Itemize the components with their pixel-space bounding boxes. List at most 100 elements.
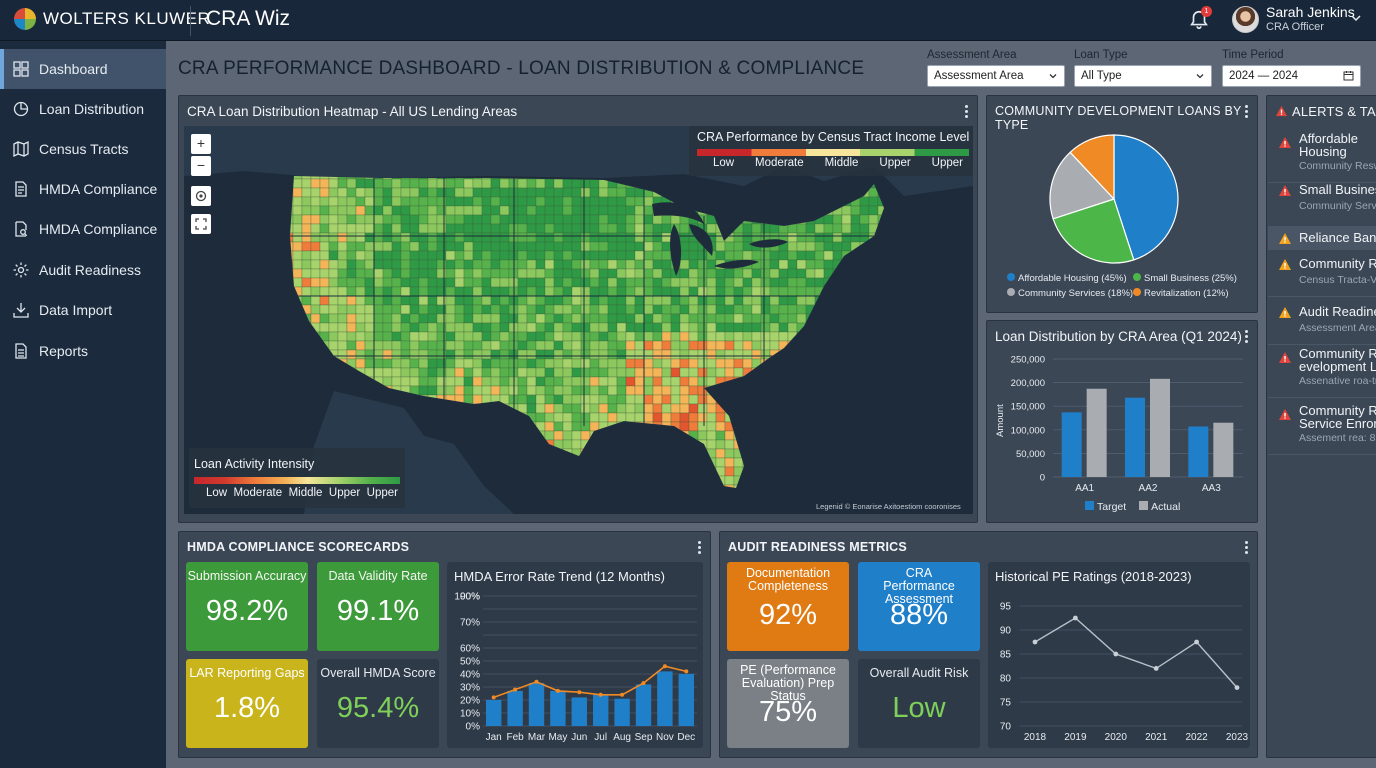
heatmap-cell bbox=[319, 304, 330, 315]
alert-item[interactable]: Community ReCensus Tracta-Ve bbox=[1268, 252, 1376, 298]
zoom-in-button[interactable]: + bbox=[191, 134, 211, 154]
heatmap-cell bbox=[814, 223, 825, 234]
sidebar-item-census-tracts[interactable]: Census Tracts bbox=[0, 129, 166, 169]
more-menu-icon[interactable] bbox=[1245, 105, 1249, 119]
alert-item[interactable]: Community Re evelopment LoAssenative roa… bbox=[1268, 345, 1376, 391]
submission-accuracy-card[interactable]: Submission Accuracy 98.2% bbox=[186, 562, 308, 651]
overall-hmda-card[interactable]: Overall HMDA Score 95.4% bbox=[317, 659, 439, 748]
audit-risk-card[interactable]: Overall Audit Risk Low bbox=[858, 659, 980, 748]
user-name[interactable]: Sarah Jenkins bbox=[1266, 4, 1355, 20]
data-validity-card[interactable]: Data Validity Rate 99.1% bbox=[317, 562, 439, 651]
card-value: 92% bbox=[758, 599, 818, 631]
more-menu-icon[interactable] bbox=[698, 541, 702, 555]
heatmap-cell bbox=[391, 286, 402, 297]
heatmap-cell bbox=[661, 268, 672, 279]
alert-item[interactable]: Audit ReadinesAssessment Area bbox=[1268, 300, 1376, 346]
heatmap-cell bbox=[346, 286, 357, 297]
heatmap-cell bbox=[490, 178, 501, 189]
alert-title: Small Business bbox=[1299, 182, 1376, 197]
heatmap-cell bbox=[715, 313, 726, 324]
sidebar-item-loan-distribution[interactable]: Loan Distribution bbox=[0, 89, 166, 129]
locate-button[interactable] bbox=[191, 186, 211, 206]
heatmap-cell bbox=[319, 268, 330, 279]
heatmap-cell bbox=[724, 304, 735, 315]
heatmap-cell bbox=[706, 331, 717, 342]
heatmap-cell bbox=[715, 286, 726, 297]
chevron-down-icon[interactable] bbox=[1350, 12, 1362, 24]
fullscreen-button[interactable] bbox=[191, 214, 211, 234]
pe-prep-card[interactable]: PE (Performance Evaluation) Prep Status … bbox=[727, 659, 849, 748]
heatmap-cell bbox=[400, 241, 411, 252]
alert-item[interactable]: Reliance Banpi bbox=[1268, 226, 1376, 250]
heatmap-cell bbox=[400, 196, 411, 207]
heatmap-cell bbox=[517, 232, 528, 243]
cra-performance-card[interactable]: CRA Performance Assessment 88% bbox=[858, 562, 980, 651]
heatmap-cell bbox=[481, 214, 492, 225]
heatmap-cell bbox=[409, 187, 420, 198]
heatmap-cell bbox=[643, 268, 654, 279]
heatmap-cell bbox=[562, 205, 573, 216]
more-menu-icon[interactable] bbox=[1245, 541, 1249, 555]
heatmap-cell bbox=[670, 214, 681, 225]
heatmap-cell bbox=[310, 259, 321, 270]
heatmap-cell bbox=[598, 232, 609, 243]
heatmap-cell bbox=[400, 223, 411, 234]
more-menu-icon[interactable] bbox=[1245, 330, 1249, 344]
heatmap-cell bbox=[418, 376, 429, 387]
heatmap-cell bbox=[589, 259, 600, 270]
pe-point bbox=[1073, 615, 1078, 621]
fullscreen-icon bbox=[195, 218, 207, 230]
assessment-area-select[interactable]: Assessment Area bbox=[927, 65, 1065, 87]
heatmap-cell bbox=[661, 313, 672, 324]
heatmap-cell bbox=[373, 322, 384, 333]
heatmap-cell bbox=[733, 232, 744, 243]
heatmap-cell bbox=[454, 223, 465, 234]
heatmap-cell bbox=[760, 313, 771, 324]
lar-gaps-card[interactable]: LAR Reporting Gaps 1.8% bbox=[186, 659, 308, 748]
heatmap-cell bbox=[580, 187, 591, 198]
heatmap-cell bbox=[418, 295, 429, 306]
loan-type-select[interactable]: All Type bbox=[1074, 65, 1212, 87]
heatmap-cell bbox=[778, 295, 789, 306]
heatmap-cell bbox=[346, 268, 357, 279]
download-icon bbox=[13, 303, 29, 318]
sidebar-item-reports[interactable]: Reports bbox=[0, 331, 166, 371]
time-period-select[interactable]: 2024 — 2024 bbox=[1222, 65, 1361, 87]
alert-item[interactable]: Community Re Service EnrorpAssement rea:… bbox=[1268, 402, 1376, 448]
heatmap-cell bbox=[787, 250, 798, 261]
heatmap-cell bbox=[382, 232, 393, 243]
brand-logo[interactable]: WOLTERS KLUWER bbox=[14, 8, 210, 30]
heatmap-cell bbox=[598, 331, 609, 342]
heatmap-cell bbox=[571, 412, 582, 423]
sidebar-item-hmda-compliance-2[interactable]: HMDA Compliance bbox=[0, 209, 166, 249]
sidebar-item-hmda-compliance[interactable]: HMDA Compliance bbox=[0, 169, 166, 209]
heatmap-cell bbox=[580, 196, 591, 207]
sidebar-item-data-import[interactable]: Data Import bbox=[0, 290, 166, 330]
us-heatmap[interactable]: + − CRA Performance by Census Tract Inco… bbox=[184, 126, 973, 514]
heatmap-cell bbox=[310, 277, 321, 288]
alert-item[interactable]: Small Business Community Servi bbox=[1268, 178, 1376, 224]
documentation-card[interactable]: Documentation Completeness 92% bbox=[727, 562, 849, 651]
heatmap-cell bbox=[616, 196, 627, 207]
x-tick-label: Feb bbox=[506, 732, 524, 743]
heatmap-cell bbox=[454, 349, 465, 360]
heatmap-cell bbox=[697, 358, 708, 369]
heatmap-cell bbox=[481, 304, 492, 315]
heatmap-cell bbox=[706, 403, 717, 414]
more-menu-icon[interactable] bbox=[965, 105, 969, 119]
avatar[interactable] bbox=[1232, 6, 1259, 33]
pie-legend-item: Revitalization (12%) bbox=[1133, 288, 1228, 299]
heatmap-cell bbox=[400, 205, 411, 216]
heatmap-cell bbox=[364, 331, 375, 342]
sidebar-item-audit-readiness[interactable]: Audit Readiness bbox=[0, 250, 166, 290]
zoom-out-button[interactable]: − bbox=[191, 156, 211, 176]
heatmap-cell bbox=[310, 241, 321, 252]
alert-subtitle: Community Servi bbox=[1299, 200, 1376, 212]
heatmap-cell bbox=[463, 376, 474, 387]
sidebar-item-dashboard[interactable]: Dashboard bbox=[0, 49, 166, 89]
heatmap-cell bbox=[715, 304, 726, 315]
heatmap-cell bbox=[301, 277, 312, 288]
heatmap-cell bbox=[409, 214, 420, 225]
heatmap-cell bbox=[724, 286, 735, 297]
